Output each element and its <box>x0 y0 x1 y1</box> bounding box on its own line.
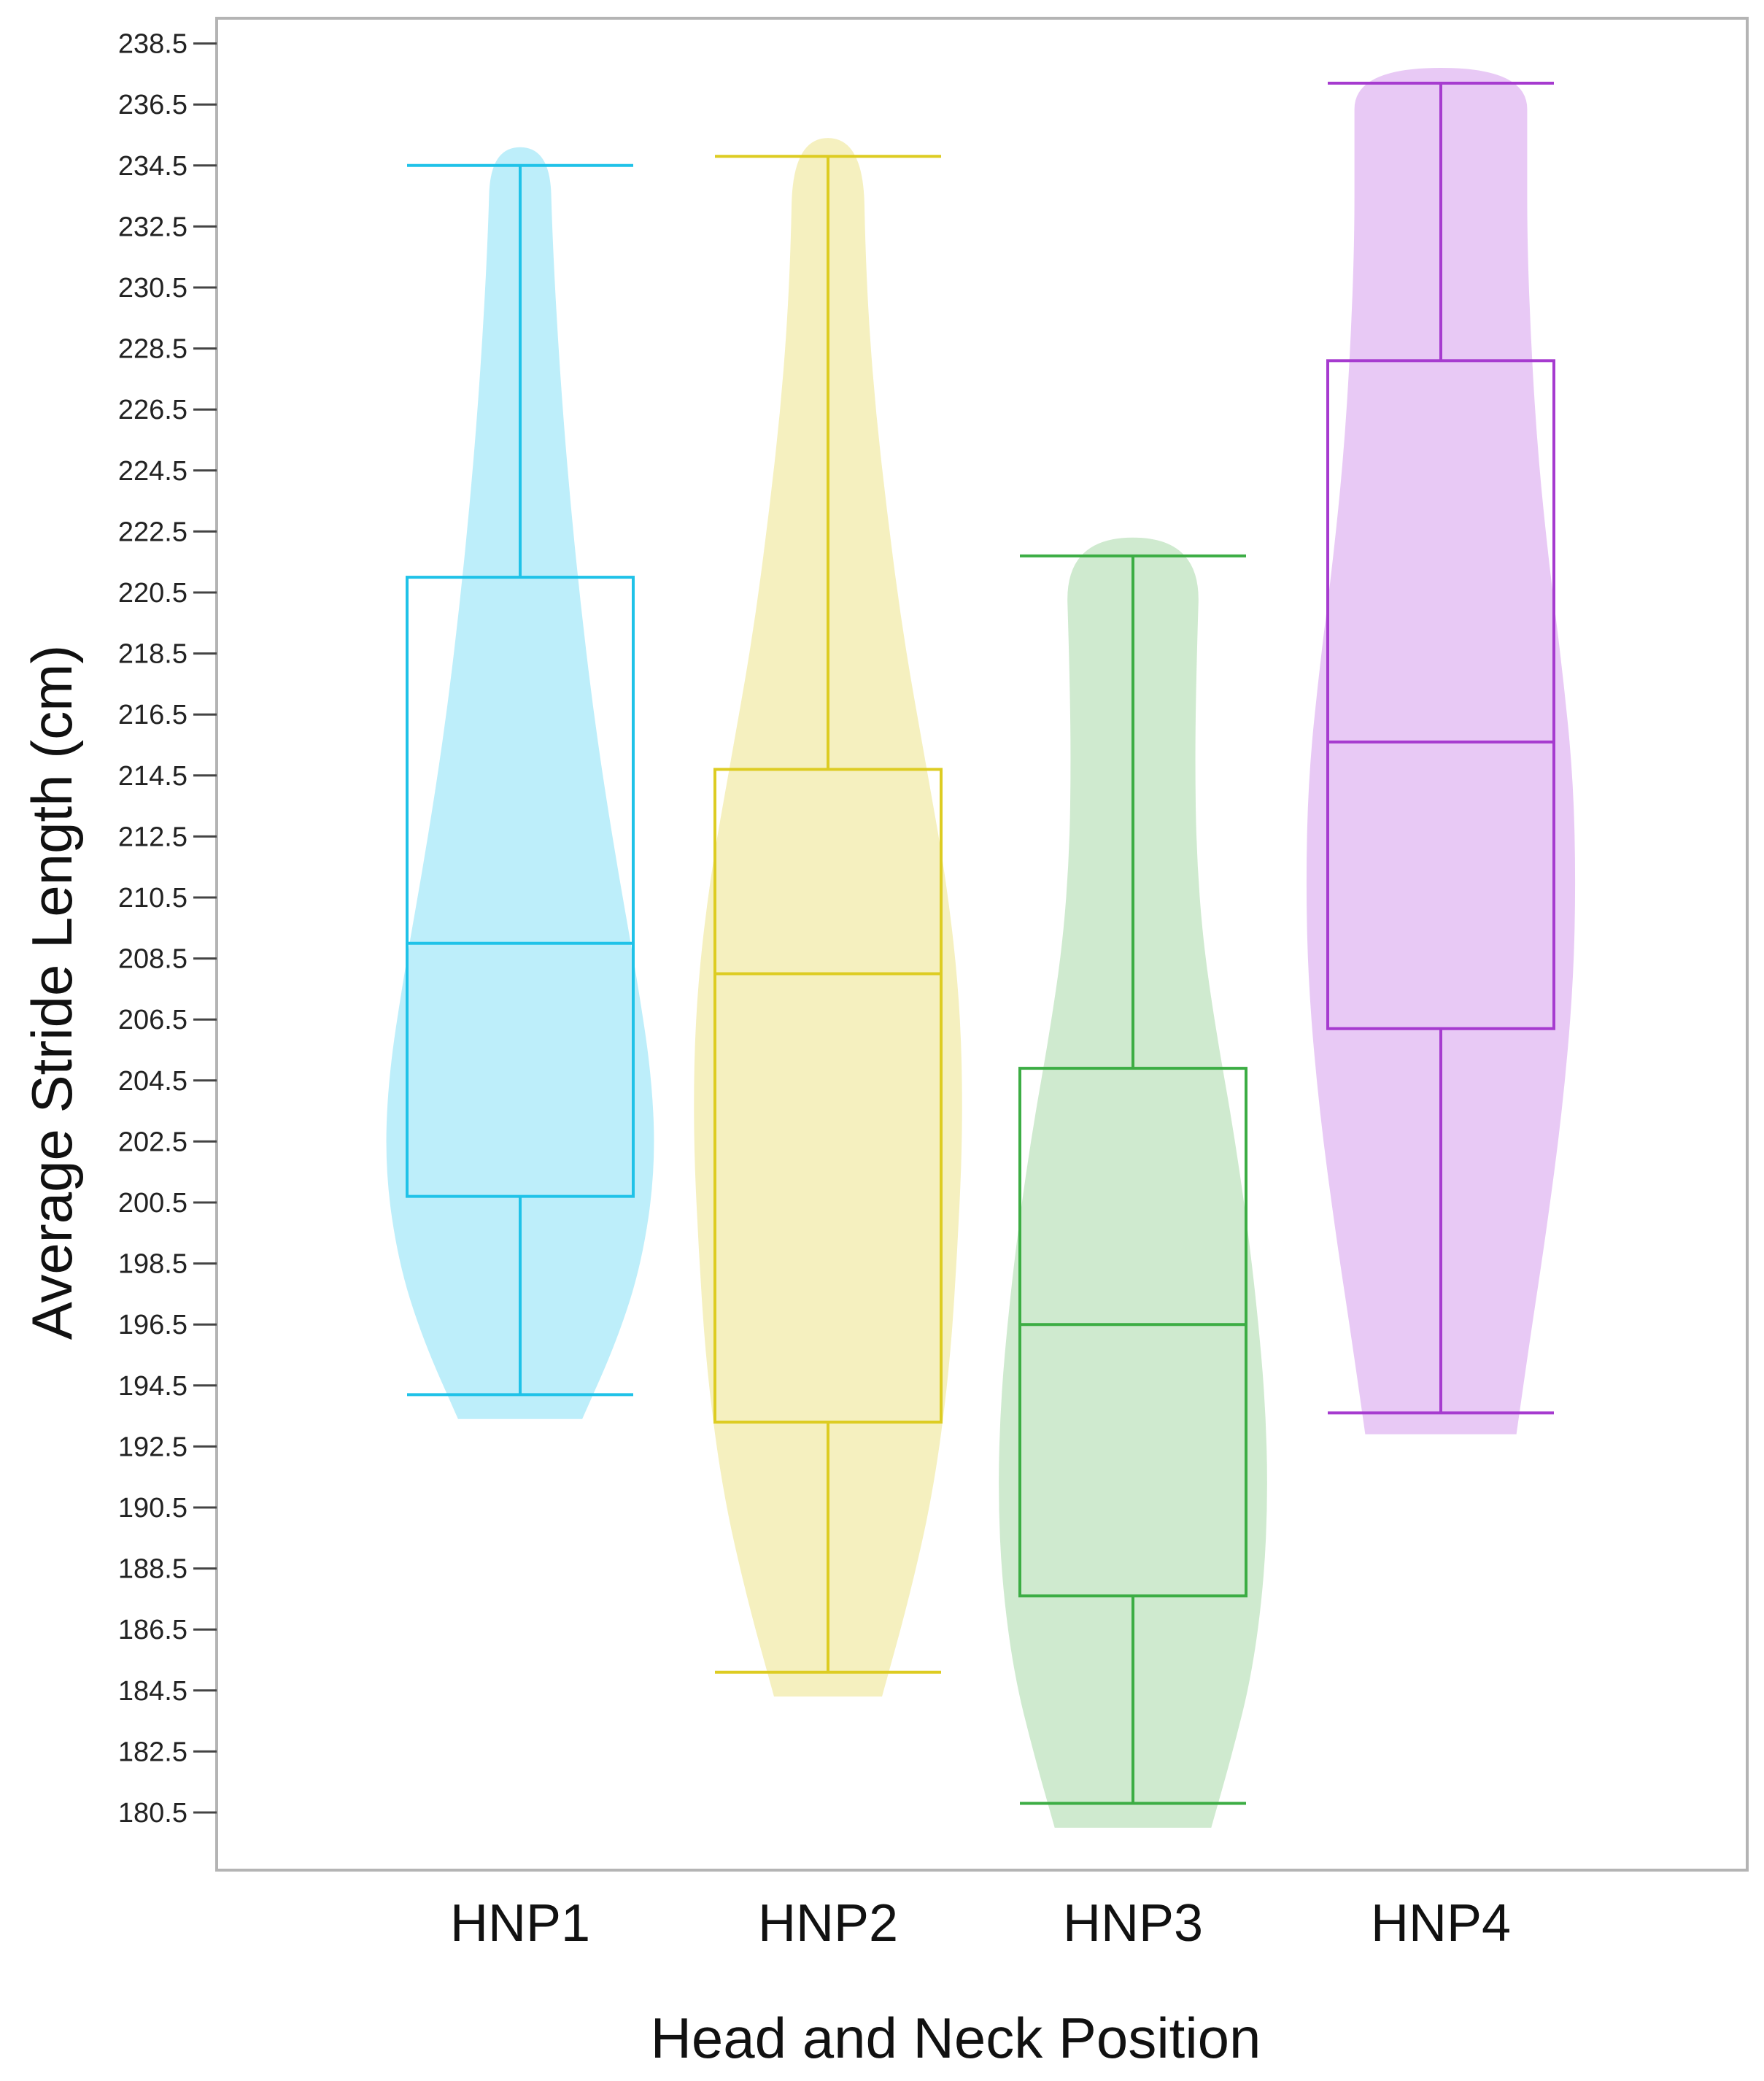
y-tick-label-10: 200.5 <box>118 1188 187 1219</box>
x-axis-title: Head and Neck Position <box>651 2006 1261 2070</box>
violin-hnp4 <box>1306 68 1576 1435</box>
box-layer <box>406 81 1555 1805</box>
y-tick-label-12: 204.5 <box>118 1066 187 1097</box>
iqr-box-hnp2 <box>713 768 943 1424</box>
y-tick-label-27: 234.5 <box>118 151 187 182</box>
x-category-label-hnp2: HNP2 <box>758 1894 898 1953</box>
y-tick-label-20: 220.5 <box>118 578 187 609</box>
y-tick-label-25: 230.5 <box>118 273 187 304</box>
violin-hnp1 <box>386 147 654 1419</box>
iqr-box-hnp1 <box>406 576 635 1198</box>
violin-hnp3 <box>999 537 1267 1828</box>
boxplot-hnp1 <box>406 163 635 1397</box>
iqr-box-hnp3 <box>1018 1067 1247 1598</box>
y-tick-label-1: 182.5 <box>118 1737 187 1767</box>
y-tick-label-9: 198.5 <box>118 1249 187 1280</box>
y-axis: 180.5 182.5 184.5 186.5 188.5 190.5 192.5 194.5… <box>118 29 217 1829</box>
y-tick-label-21: 222.5 <box>118 517 187 547</box>
y-tick-label-14: 208.5 <box>118 944 187 975</box>
y-axis-title: Average Stride Length (cm) <box>20 645 84 1340</box>
y-tick-label-5: 190.5 <box>118 1493 187 1524</box>
violin-layer <box>386 68 1576 1828</box>
y-tick-label-23: 226.5 <box>118 395 187 425</box>
iqr-box-hnp4 <box>1326 359 1555 1030</box>
boxplot-hnp4 <box>1326 81 1555 1415</box>
y-tick-label-0: 180.5 <box>118 1798 187 1829</box>
y-tick-label-17: 214.5 <box>118 761 187 792</box>
y-tick-label-6: 192.5 <box>118 1432 187 1462</box>
y-tick-label-4: 188.5 <box>118 1554 187 1585</box>
x-axis: HNP1 HNP2 HNP3 HNP4 <box>450 1894 1511 1953</box>
y-tick-label-8: 196.5 <box>118 1310 187 1340</box>
y-tick-label-24: 228.5 <box>118 334 187 365</box>
plot-frame <box>215 17 1749 1872</box>
y-tick-label-16: 212.5 <box>118 822 187 852</box>
x-category-label-hnp3: HNP3 <box>1063 1894 1203 1953</box>
violin-hnp2 <box>694 138 962 1697</box>
x-category-label-hnp1: HNP1 <box>450 1894 590 1953</box>
y-tick-label-15: 210.5 <box>118 883 187 914</box>
y-tick-label-26: 232.5 <box>118 212 187 242</box>
y-tick-label-28: 236.5 <box>118 90 187 120</box>
y-tick-label-11: 202.5 <box>118 1127 187 1157</box>
boxplot-hnp3 <box>1018 554 1247 1805</box>
y-tick-label-19: 218.5 <box>118 639 187 670</box>
y-tick-label-13: 206.5 <box>118 1005 187 1035</box>
boxplot-hnp2 <box>713 155 943 1674</box>
y-tick-label-3: 186.5 <box>118 1615 187 1645</box>
y-tick-label-7: 194.5 <box>118 1371 187 1402</box>
y-tick-label-22: 224.5 <box>118 456 187 487</box>
y-tick-label-18: 216.5 <box>118 700 187 730</box>
x-category-label-hnp4: HNP4 <box>1371 1894 1511 1953</box>
y-tick-label-29: 238.5 <box>118 29 187 60</box>
y-tick-label-2: 184.5 <box>118 1676 187 1707</box>
